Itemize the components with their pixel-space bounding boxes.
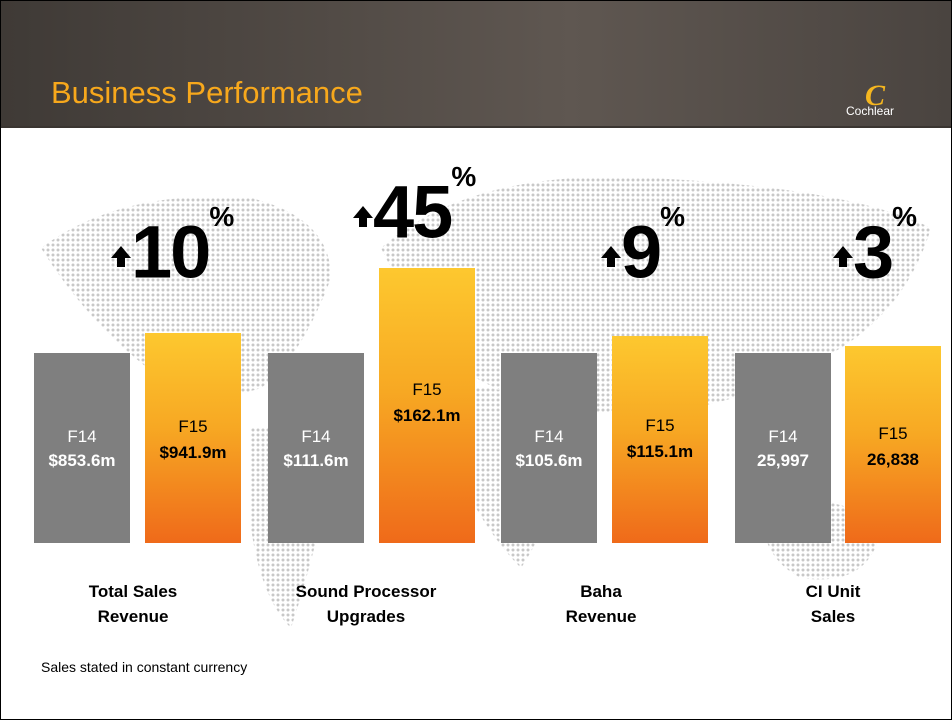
growth-unit: % xyxy=(451,161,477,192)
bar-prior: F14 $111.6m xyxy=(268,353,364,543)
group-label-line: Sales xyxy=(810,607,856,626)
group-label-line: Sound Processor xyxy=(295,582,437,601)
bar-prior: F14 $105.6m xyxy=(501,353,597,543)
up-arrow xyxy=(111,245,131,267)
value-label: $115.1m xyxy=(626,442,694,461)
growth-number: 9 xyxy=(621,210,662,294)
growth-number: 45 xyxy=(373,170,453,254)
header-band xyxy=(1,1,951,128)
growth-unit: % xyxy=(660,201,686,232)
growth-figure: 10% xyxy=(111,201,234,294)
value-label: $853.6m xyxy=(48,451,116,470)
period-label: F14 xyxy=(67,427,97,446)
bar-current: F15 26,838 xyxy=(845,346,941,543)
bar-current: F15 $162.1m xyxy=(379,268,475,543)
period-label: F14 xyxy=(534,427,564,446)
period-label: F15 xyxy=(178,417,208,436)
period-label: F14 xyxy=(768,427,798,446)
logo-text: Cochlear xyxy=(846,104,895,118)
group-label-line: Baha xyxy=(580,582,622,601)
footnote: Sales stated in constant currency xyxy=(41,659,248,675)
period-label: F15 xyxy=(878,424,908,443)
growth-unit: % xyxy=(209,201,235,232)
growth-figure: 3% xyxy=(833,201,917,294)
group-label-line: CI Unit xyxy=(805,582,861,601)
title: Business Performance xyxy=(51,75,363,110)
group-label-line: Revenue xyxy=(565,607,637,626)
bar-current: F15 $941.9m xyxy=(145,333,241,543)
growth-unit: % xyxy=(892,201,918,232)
up-arrow xyxy=(353,205,373,227)
up-arrow xyxy=(601,245,621,267)
bar-prior: F14 25,997 xyxy=(735,353,831,543)
growth-number: 10 xyxy=(131,210,211,294)
group-label: Total Sales Revenue xyxy=(33,579,233,629)
bar-current: F15 $115.1m xyxy=(612,336,708,543)
growth-figure: 45% xyxy=(353,161,476,254)
group-label: CI Unit Sales xyxy=(733,579,933,629)
group-label: Sound Processor Upgrades xyxy=(266,579,466,629)
period-label: F15 xyxy=(412,380,442,399)
logo-icon: C xyxy=(865,79,886,112)
period-label: F15 xyxy=(645,416,675,435)
group-label-line: Upgrades xyxy=(326,607,406,626)
group-label-line: Revenue xyxy=(97,607,169,626)
value-label: $162.1m xyxy=(393,406,461,425)
up-arrow xyxy=(833,245,853,267)
group-label: Baha Revenue xyxy=(501,579,701,629)
value-label: 25,997 xyxy=(757,451,809,470)
value-label: $111.6m xyxy=(283,451,349,470)
period-label: F14 xyxy=(301,427,331,446)
growth-number: 3 xyxy=(853,210,894,294)
value-label: 26,838 xyxy=(867,450,919,469)
bar-prior: F14 $853.6m xyxy=(34,353,130,543)
value-label: $941.9m xyxy=(159,443,227,462)
group-label-line: Total Sales xyxy=(88,582,178,601)
value-label: $105.6m xyxy=(515,451,583,470)
growth-figure: 9% xyxy=(601,201,685,294)
